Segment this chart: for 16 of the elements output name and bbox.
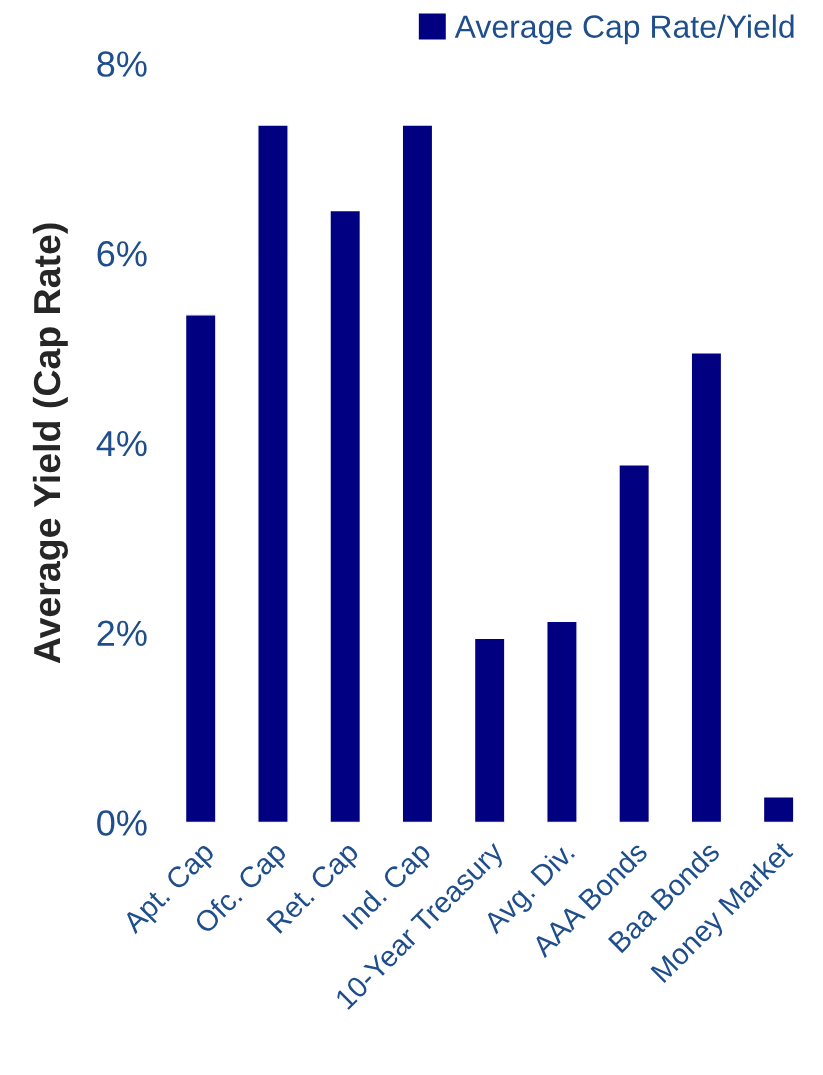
bar (329, 209, 362, 823)
y-axis-title: Average Yield (Cap Rate) (32, 223, 68, 664)
bar (546, 620, 578, 823)
bar (257, 124, 289, 823)
y-tick-label: 4% (96, 430, 147, 457)
bar (762, 796, 795, 823)
y-tick-label: 8% (97, 51, 147, 77)
bar (690, 352, 723, 823)
bar (401, 124, 434, 823)
bar (473, 637, 506, 823)
y-tick-label: 2% (97, 620, 147, 646)
legend-label: Average Cap Rate/Yield (454, 14, 794, 45)
y-tick-label: 0% (97, 810, 147, 836)
y-tick-label: 6% (97, 241, 147, 267)
bar (618, 464, 651, 823)
bar (184, 314, 217, 823)
